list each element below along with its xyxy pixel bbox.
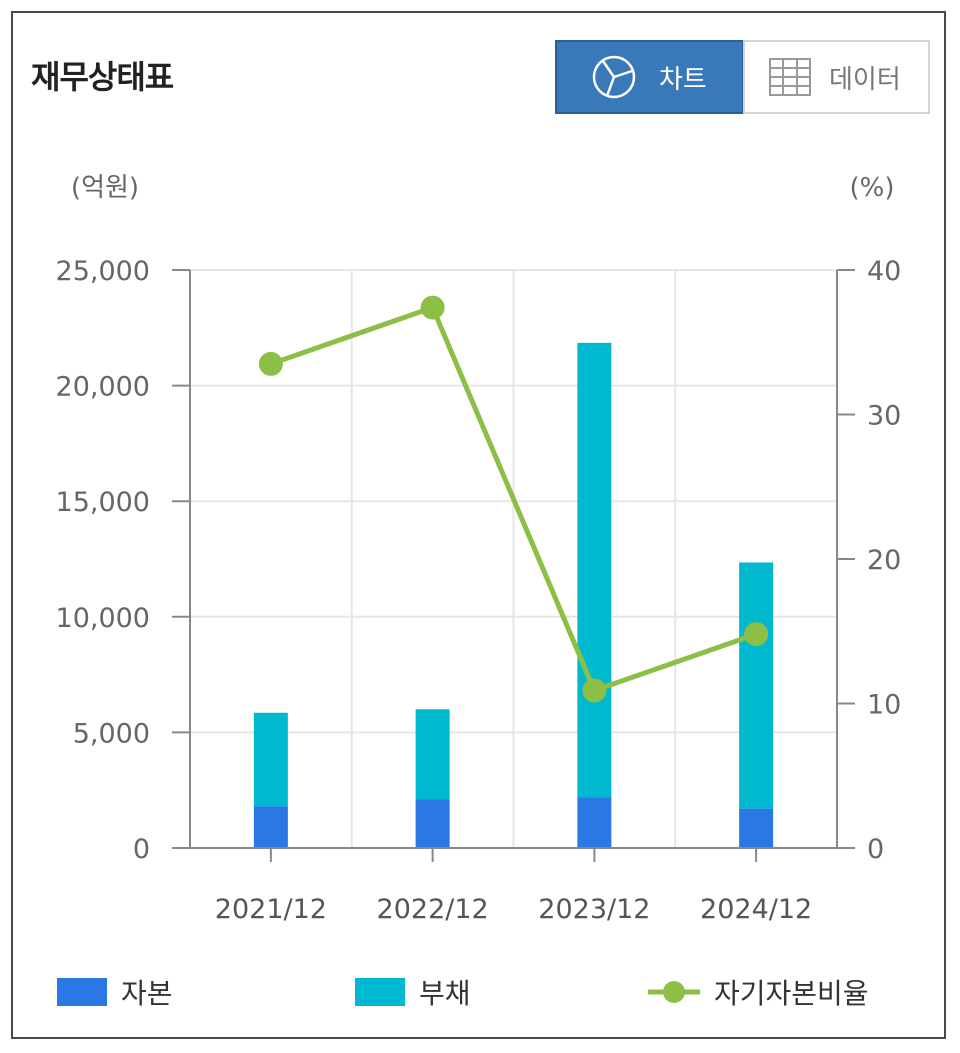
bar-liability[interactable] <box>253 712 288 807</box>
x-axis-tick-label: 2021/12 <box>215 894 327 925</box>
pie-chart-icon <box>592 55 636 99</box>
table-grid-icon <box>769 58 811 96</box>
right-axis-tick-label: 40 <box>867 256 901 287</box>
bar-capital[interactable] <box>253 806 288 848</box>
x-axis-tick-label: 2022/12 <box>377 894 489 925</box>
legend-line-marker-icon <box>648 981 700 1003</box>
legend-item-ratio[interactable]: 자기자본비율 <box>648 970 869 1014</box>
legend-label-ratio: 자기자본비율 <box>714 977 869 1010</box>
ratio-point[interactable] <box>420 295 445 320</box>
left-axis-unit: (억원) <box>71 173 139 203</box>
right-axis-unit: (%) <box>850 173 895 203</box>
bar-capital[interactable] <box>415 799 450 848</box>
ratio-line <box>270 305 757 693</box>
right-axis-tick-label: 30 <box>867 401 901 432</box>
x-axis-tick-label: 2023/12 <box>538 894 650 925</box>
legend-item-liability[interactable]: 부채 <box>355 970 471 1014</box>
bar-capital[interactable] <box>739 808 774 848</box>
data-view-button[interactable]: 데이터 <box>743 40 930 114</box>
right-axis-tick-label: 20 <box>867 545 901 576</box>
chart-view-button[interactable]: 차트 <box>555 40 744 114</box>
left-axis-tick-label: 15,000 <box>56 487 150 518</box>
left-axis-tick-label: 10,000 <box>56 603 150 634</box>
right-axis-tick-label: 10 <box>867 690 901 721</box>
ratio-point[interactable] <box>258 351 283 376</box>
legend-label-capital: 자본 <box>121 977 173 1010</box>
ratio-point[interactable] <box>582 678 607 703</box>
legend-swatch-liability <box>355 978 405 1006</box>
left-axis-tick-label: 25,000 <box>56 256 150 287</box>
left-axis-tick-label: 5,000 <box>73 718 150 749</box>
left-axis-tick-label: 20,000 <box>56 372 150 403</box>
legend-swatch-capital <box>57 978 107 1006</box>
chart-panel <box>11 11 946 1039</box>
legend-label-liability: 부채 <box>419 977 471 1010</box>
bar-capital[interactable] <box>577 797 612 848</box>
chart-button-label: 차트 <box>659 64 707 95</box>
x-axis-tick-label: 2024/12 <box>700 894 812 925</box>
left-axis-tick-label: 0 <box>133 834 150 865</box>
legend-item-capital[interactable]: 자본 <box>57 970 173 1014</box>
bar-liability[interactable] <box>415 709 450 800</box>
bar-liability[interactable] <box>577 342 612 798</box>
page-title: 재무상태표 <box>31 58 174 96</box>
data-button-label: 데이터 <box>829 64 901 95</box>
right-axis-tick-label: 0 <box>867 834 884 865</box>
bar-liability[interactable] <box>739 562 774 809</box>
ratio-point[interactable] <box>744 622 769 647</box>
